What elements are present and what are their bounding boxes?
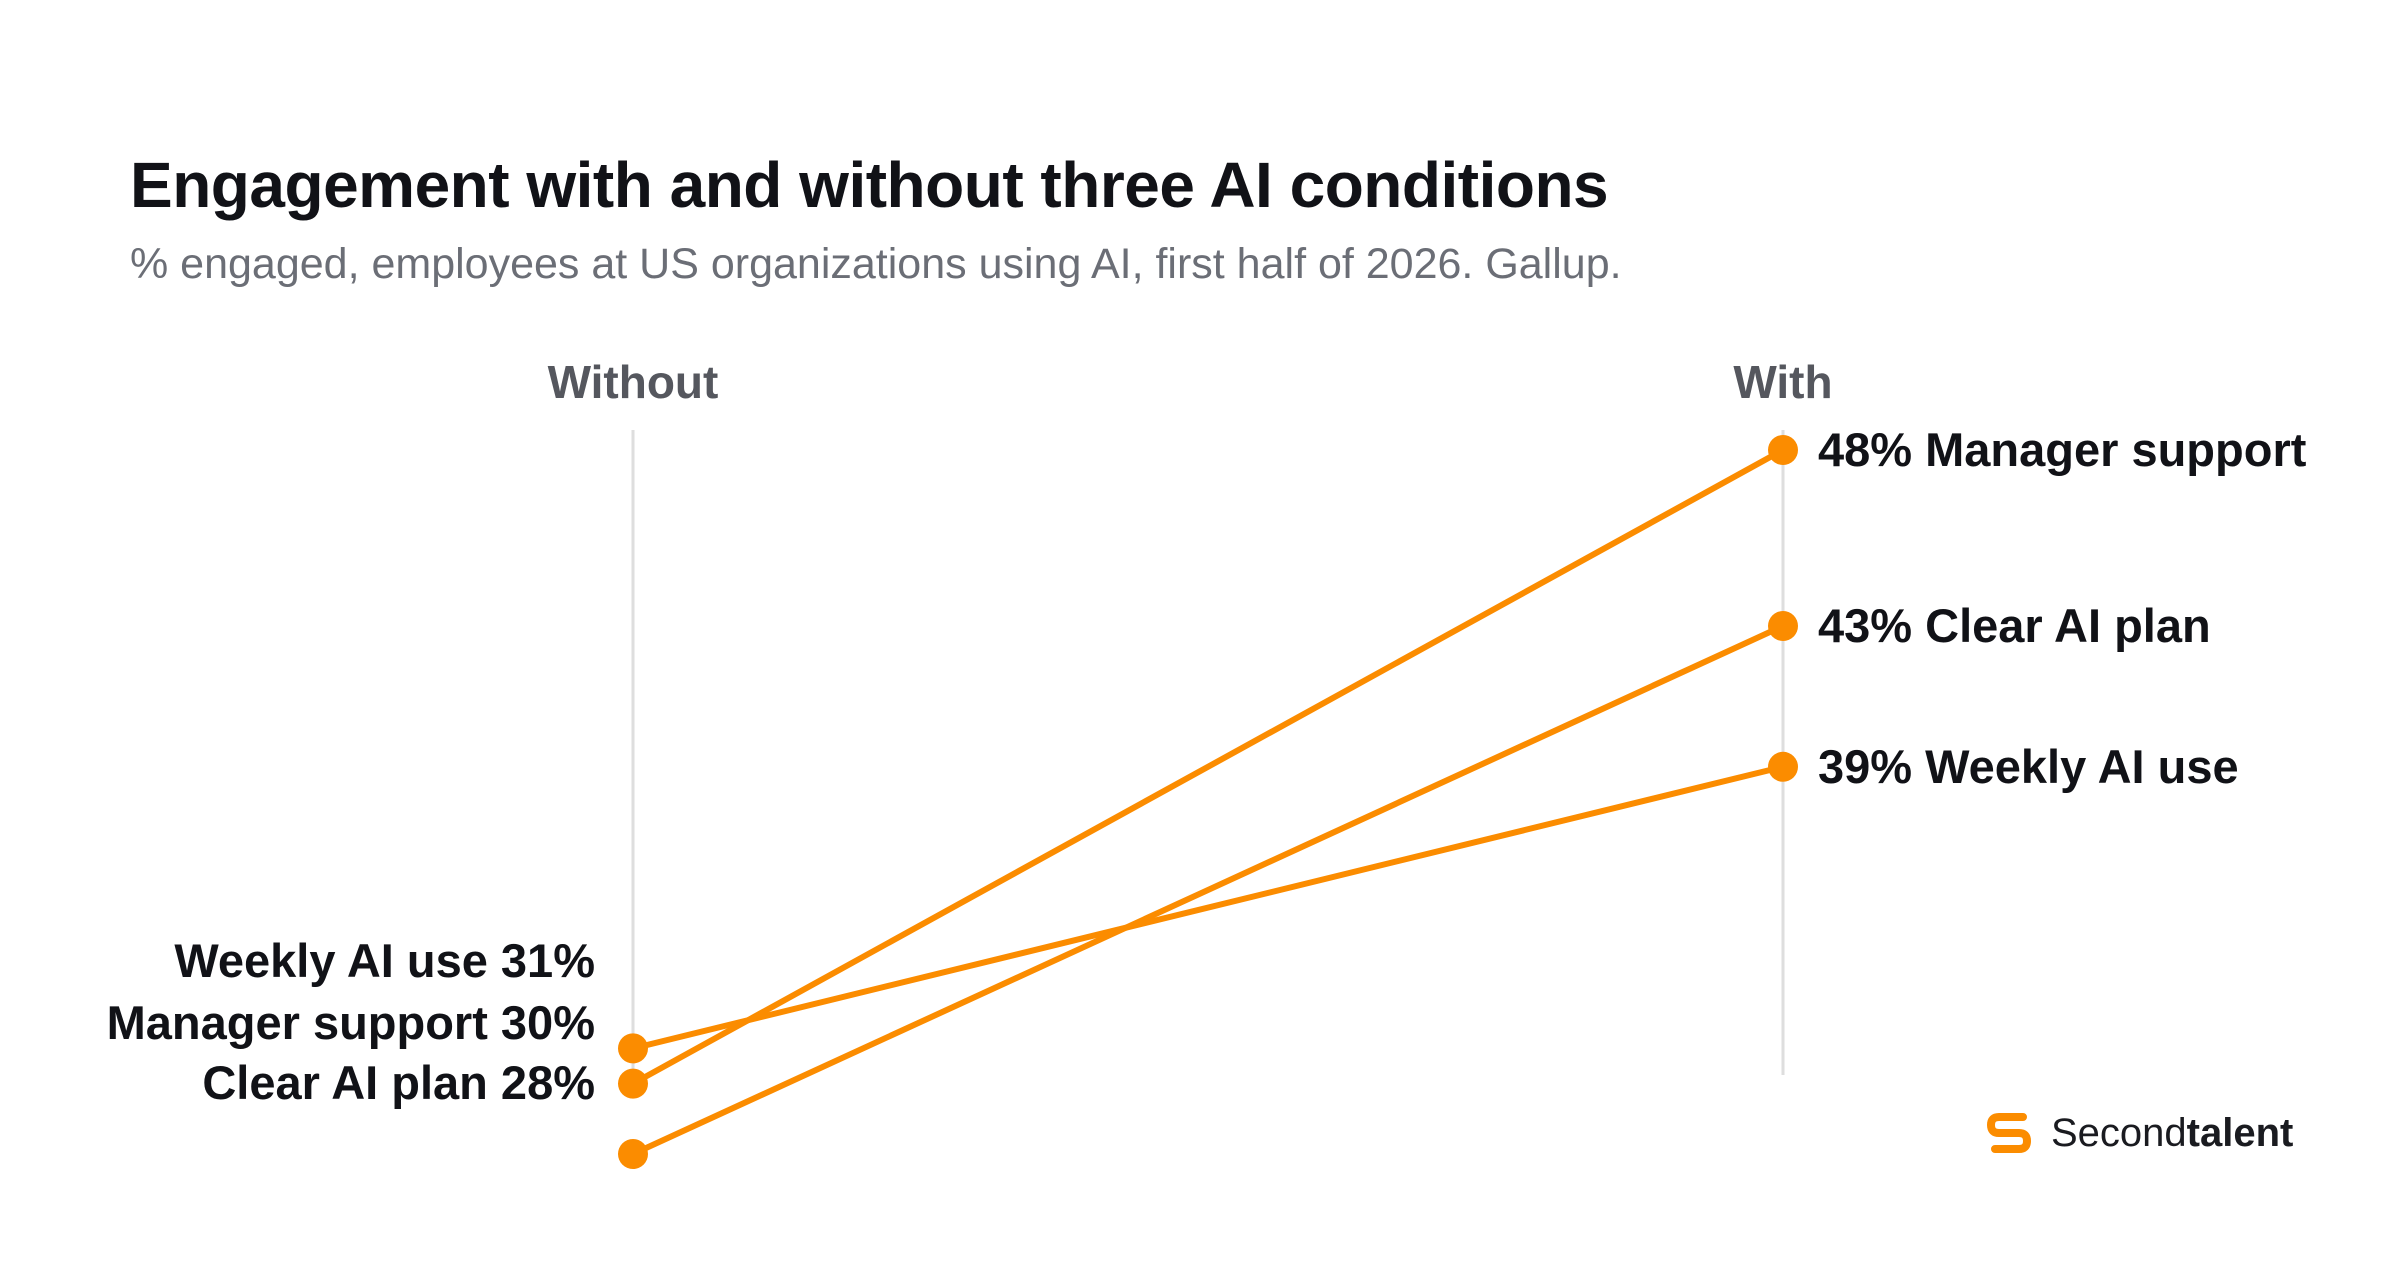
secondtalent-logo-icon [1987,1113,2031,1153]
point-without-clear-ai-plan [618,1139,648,1169]
label-with-clear-ai-plan: 43% Clear AI plan [1818,599,2211,652]
brand-name-bold: talent [2186,1110,2294,1155]
point-with-manager-support [1768,435,1798,465]
slope-line-manager-support [630,447,1786,1087]
chart-subtitle: % engaged, employees at US organizations… [130,240,1622,288]
slope-line-weekly-ai-use [630,763,1786,1052]
chart-title: Engagement with and without three AI con… [130,149,1609,221]
slope-line-clear-ai-plan [630,623,1786,1157]
point-with-weekly-ai-use [1768,751,1798,782]
point-without-weekly-ai-use [618,1033,648,1064]
label-without-weekly-ai-use: Weekly AI use 31% [174,934,595,987]
point-with-clear-ai-plan [1768,611,1798,641]
label-with-manager-support: 48% Manager support [1818,423,2307,476]
column-header-with: With [1733,356,1832,408]
brand-name: Secondtalent [2051,1111,2293,1156]
brand-logo-block: Secondtalent [1983,1105,2293,1161]
brand-name-regular: Second [2051,1110,2187,1155]
column-header-without: Without [548,356,719,408]
label-without-manager-support: Manager support 30% [107,996,595,1049]
label-with-weekly-ai-use: 39% Weekly AI use [1818,740,2239,793]
label-without-clear-ai-plan: Clear AI plan 28% [202,1056,595,1109]
point-without-manager-support [618,1068,648,1099]
